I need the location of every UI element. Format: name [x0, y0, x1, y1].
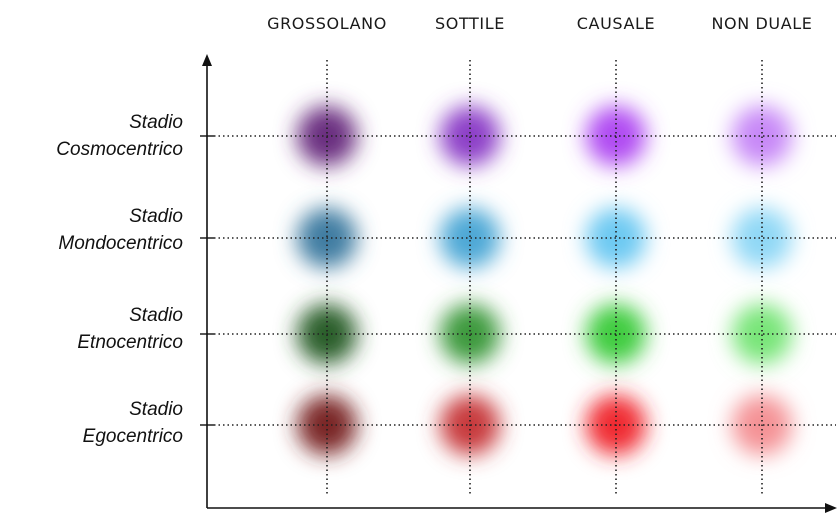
column-label-non-duale: NON DUALE	[711, 14, 813, 33]
column-label-grossolano: GROSSOLANO	[267, 14, 387, 33]
grid-lines	[200, 60, 836, 496]
stage-blob	[440, 304, 500, 364]
blob-layer	[297, 106, 792, 455]
row-label-line2: Egocentrico	[82, 426, 183, 447]
x-axis-arrow-icon	[825, 503, 837, 513]
stage-blob	[732, 106, 792, 166]
stage-blob	[732, 304, 792, 364]
stage-blob	[732, 208, 792, 268]
y-axis-arrow-icon	[202, 54, 212, 66]
row-label-line2: Mondocentrico	[58, 233, 183, 254]
row-label-etnocentrico: Stadio Etnocentrico	[77, 302, 183, 356]
stage-blob	[440, 208, 500, 268]
row-label-egocentrico: Stadio Egocentrico	[83, 396, 183, 450]
stage-blob	[440, 106, 500, 166]
row-label-line1: Stadio	[129, 399, 183, 420]
row-label-line2: Etnocentrico	[77, 332, 183, 353]
row-label-cosmocentrico: Stadio Cosmocentrico	[56, 109, 183, 163]
row-label-mondocentrico: Stadio Mondocentrico	[58, 203, 183, 257]
row-label-line1: Stadio	[129, 112, 183, 133]
row-label-line1: Stadio	[129, 305, 183, 326]
row-label-line1: Stadio	[129, 206, 183, 227]
column-label-sottile: SOTTILE	[435, 14, 505, 33]
row-label-line2: Cosmocentrico	[56, 139, 183, 160]
column-label-causale: CAUSALE	[576, 14, 656, 33]
